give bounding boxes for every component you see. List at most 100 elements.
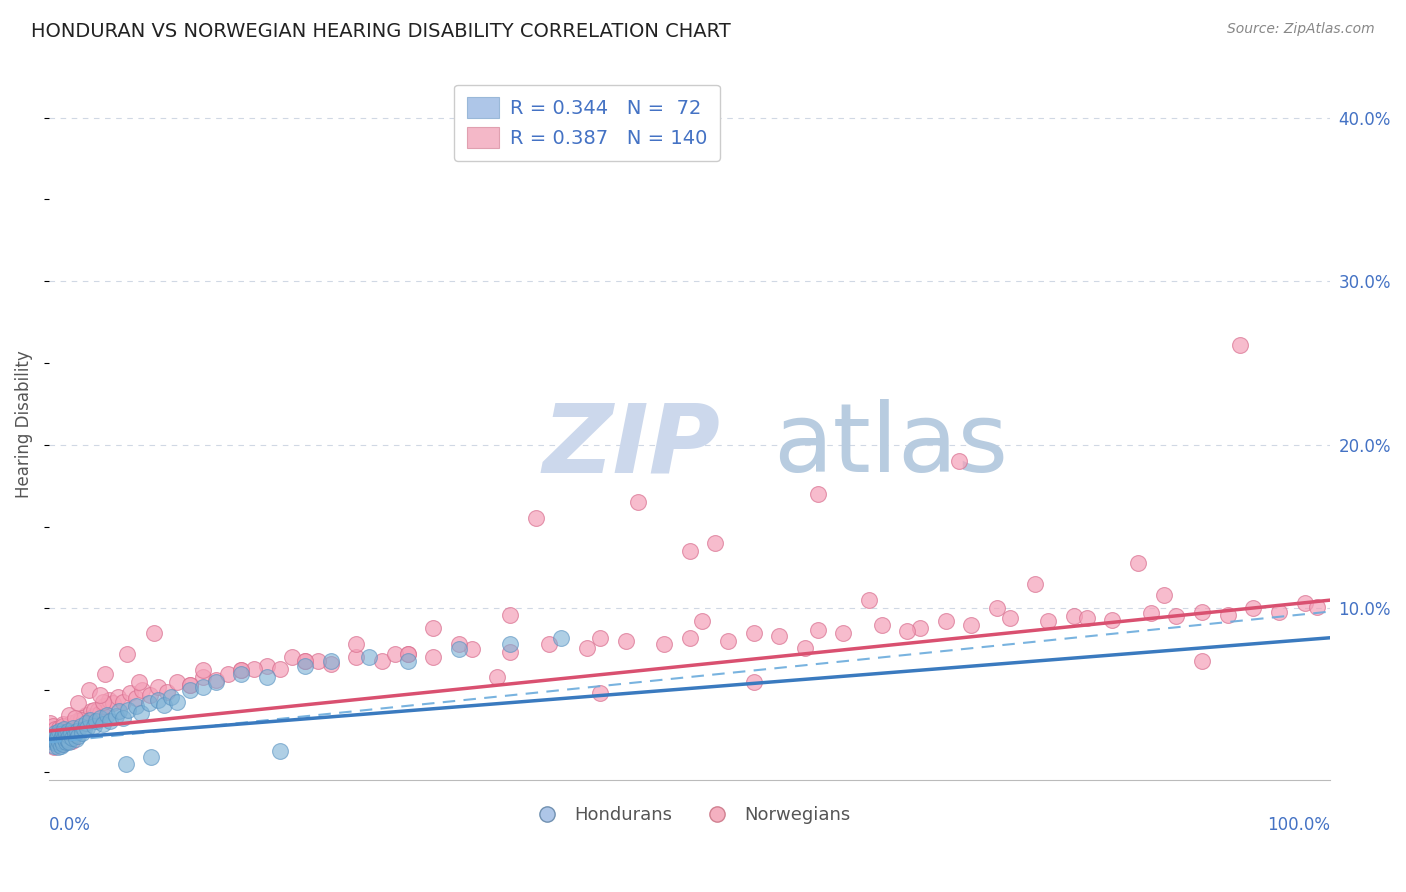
Point — [281, 650, 304, 665]
Point — [118, 686, 141, 700]
Point — [191, 680, 214, 694]
Point — [89, 688, 111, 702]
Point — [98, 693, 121, 707]
Point — [52, 725, 75, 739]
Point — [269, 662, 291, 676]
Point — [870, 617, 893, 632]
Point — [72, 725, 94, 739]
Point — [45, 732, 67, 747]
Y-axis label: Hearing Disability: Hearing Disability — [15, 351, 32, 498]
Point — [44, 735, 66, 749]
Point — [117, 703, 139, 717]
Point — [131, 683, 153, 698]
Point — [77, 683, 100, 698]
Point — [359, 650, 381, 665]
Point — [41, 732, 63, 747]
Point — [70, 713, 93, 727]
Point — [166, 674, 188, 689]
Point — [1101, 613, 1123, 627]
Point — [1229, 338, 1251, 352]
Point — [191, 670, 214, 684]
Point — [166, 694, 188, 708]
Point — [53, 729, 76, 743]
Point — [62, 723, 84, 738]
Point — [1153, 588, 1175, 602]
Point — [807, 487, 830, 501]
Point — [346, 637, 368, 651]
Point — [742, 674, 765, 689]
Point — [153, 698, 176, 712]
Point — [59, 725, 82, 739]
Point — [59, 715, 82, 730]
Point — [115, 647, 138, 661]
Point — [447, 642, 470, 657]
Point — [46, 727, 69, 741]
Point — [83, 719, 105, 733]
Point — [94, 666, 117, 681]
Point — [46, 733, 69, 747]
Point — [48, 735, 70, 749]
Point — [86, 714, 108, 728]
Point — [742, 625, 765, 640]
Point — [75, 707, 97, 722]
Point — [1076, 611, 1098, 625]
Point — [48, 721, 70, 735]
Point — [56, 723, 79, 738]
Point — [704, 536, 727, 550]
Point — [1126, 556, 1149, 570]
Point — [67, 729, 90, 743]
Point — [396, 647, 419, 661]
Point — [63, 727, 86, 741]
Point — [108, 704, 131, 718]
Point — [80, 704, 103, 718]
Point — [83, 703, 105, 717]
Point — [396, 654, 419, 668]
Point — [76, 721, 98, 735]
Point — [576, 640, 599, 655]
Point — [678, 631, 700, 645]
Point — [256, 658, 278, 673]
Point — [48, 735, 70, 749]
Point — [627, 495, 650, 509]
Point — [935, 615, 957, 629]
Point — [692, 615, 714, 629]
Point — [45, 725, 67, 739]
Point — [204, 673, 226, 688]
Point — [89, 706, 111, 720]
Point — [72, 723, 94, 737]
Point — [652, 637, 675, 651]
Point — [49, 727, 72, 741]
Point — [396, 647, 419, 661]
Point — [58, 725, 80, 739]
Point — [42, 740, 65, 755]
Point — [42, 729, 65, 743]
Point — [42, 719, 65, 733]
Point — [948, 454, 970, 468]
Point — [125, 691, 148, 706]
Point — [294, 658, 316, 673]
Point — [56, 733, 79, 747]
Point — [139, 688, 162, 702]
Point — [42, 735, 65, 749]
Point — [44, 723, 66, 737]
Point — [46, 727, 69, 741]
Point — [67, 719, 90, 733]
Point — [60, 731, 83, 745]
Point — [256, 670, 278, 684]
Point — [896, 624, 918, 639]
Point — [39, 715, 62, 730]
Point — [1024, 576, 1046, 591]
Point — [96, 707, 118, 722]
Point — [159, 690, 181, 704]
Point — [524, 511, 547, 525]
Point — [62, 721, 84, 735]
Point — [807, 623, 830, 637]
Point — [138, 696, 160, 710]
Point — [72, 715, 94, 730]
Point — [115, 756, 138, 771]
Point — [79, 713, 101, 727]
Point — [83, 709, 105, 723]
Point — [91, 717, 114, 731]
Point — [42, 732, 65, 747]
Point — [56, 719, 79, 733]
